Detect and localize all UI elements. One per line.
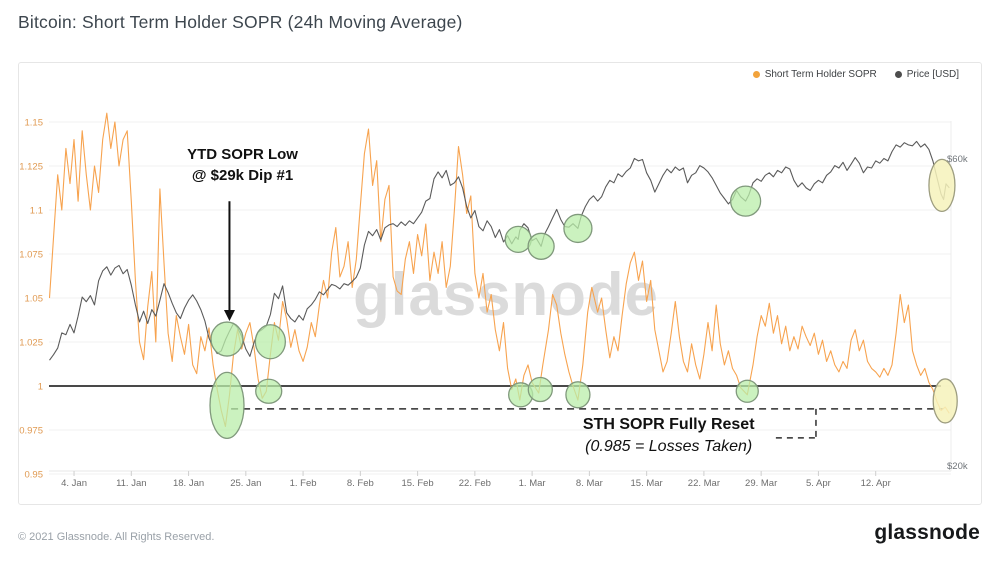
green-highlight-ellipse [210, 321, 244, 357]
price-line-series [49, 140, 950, 361]
x-axis-tick-label: 22. Mar [688, 478, 720, 489]
y-axis-tick-label: 0.975 [19, 426, 43, 437]
page-title: Bitcoin: Short Term Holder SOPR (24h Mov… [18, 12, 463, 32]
y-axis-tick-label: 1.075 [19, 250, 43, 261]
glassnode-logo: glassnode [874, 521, 980, 544]
legend-label-price: Price [USD] [906, 69, 959, 80]
green-highlight-ellipse [504, 225, 532, 254]
chart-card: Short Term Holder SOPR Price [USD] 0.95 0… [18, 62, 982, 505]
green-highlight-ellipse [735, 379, 759, 403]
copyright-text: © 2021 Glassnode. All Rights Reserved. [18, 531, 215, 543]
footer: © 2021 Glassnode. All Rights Reserved. g… [0, 505, 1000, 563]
annotation-text-ytd-low: YTD SOPR Low [187, 146, 298, 163]
chart-canvas[interactable]: 0.95 0.975 1 1.025 1.05 1.075 1.1 1.125 1.15 4. J… [19, 63, 981, 504]
watermark: glassnode [353, 261, 659, 328]
yellow-highlight-ellipse [928, 158, 956, 213]
x-axis-tick-label: 15. Feb [401, 478, 433, 489]
x-axis-tick-label: 1. Feb [290, 478, 317, 489]
x-axis-tick-label: 15. Mar [631, 478, 663, 489]
x-axis-tick-label: 25. Jan [230, 478, 261, 489]
right-axis-tick-label: $60k [947, 154, 968, 165]
x-axis-tick-label: 18. Jan [173, 478, 204, 489]
legend-item-sopr[interactable]: Short Term Holder SOPR [752, 69, 877, 80]
y-axis-tick-label: 1 [38, 382, 43, 393]
yellow-highlight-ellipse [932, 378, 958, 424]
annotation-text-sth-reset: (0.985 = Losses Taken) [585, 438, 752, 455]
green-highlight-ellipse [527, 232, 555, 260]
x-axis-tick-label: 12. Apr [861, 478, 891, 489]
x-axis-tick-label: 11. Jan [116, 478, 146, 489]
green-highlight-ellipse [255, 378, 283, 404]
sopr-series-dot-icon [752, 71, 760, 78]
x-axis-tick-label: 29. Mar [745, 478, 777, 489]
green-highlight-ellipse [527, 376, 553, 403]
green-highlight-ellipse [209, 371, 245, 440]
right-axis-tick-label: $20k [947, 461, 968, 472]
legend-label-sopr: Short Term Holder SOPR [764, 69, 877, 80]
annotation-arrow-head [223, 310, 235, 321]
price-series-dot-icon [894, 71, 902, 78]
sopr-line-series [48, 112, 950, 428]
x-axis-tick-label: 8. Feb [347, 478, 374, 489]
y-axis-tick-label: 1.125 [19, 162, 43, 173]
green-highlight-ellipse [563, 213, 593, 244]
y-axis-tick-label: 0.95 [25, 470, 44, 481]
x-axis-tick-label: 22. Feb [459, 478, 491, 489]
x-axis-tick-label: 5. Apr [806, 478, 831, 489]
y-axis-tick-label: 1.025 [19, 338, 43, 349]
annotation-text-sth-reset: STH SOPR Fully Reset [583, 416, 755, 433]
annotation-text-ytd-low: @ $29k Dip #1 [192, 167, 293, 184]
legend-item-price[interactable]: Price [USD] [894, 69, 959, 80]
y-axis-tick-label: 1.1 [30, 206, 43, 217]
x-axis-tick-label: 8. Mar [576, 478, 603, 489]
y-axis-tick-label: 1.15 [25, 118, 44, 129]
chart-legend: Short Term Holder SOPR Price [USD] [752, 69, 959, 80]
green-highlight-ellipse [729, 185, 762, 217]
x-axis-tick-label: 4. Jan [61, 478, 87, 489]
green-highlight-ellipse [254, 324, 287, 360]
x-axis-tick-label: 1. Mar [519, 478, 546, 489]
y-axis-tick-label: 1.05 [25, 294, 44, 305]
green-highlight-ellipse [565, 381, 591, 409]
